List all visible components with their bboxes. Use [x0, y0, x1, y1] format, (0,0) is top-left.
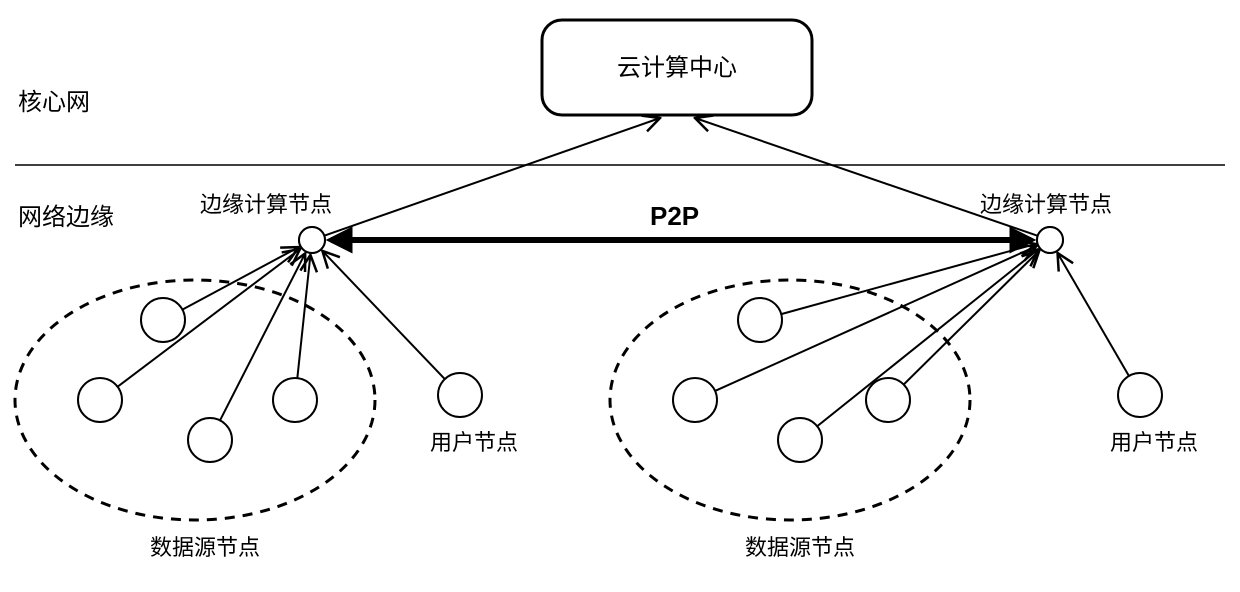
data-source-cluster — [15, 280, 375, 520]
data-source-node — [188, 418, 232, 462]
user-link — [322, 251, 444, 379]
user-node-label: 用户节点 — [430, 430, 518, 455]
network-diagram: 云计算中心核心网网络边缘 边缘计算节点 边缘计算节点 P2P 用户节点数据源节点 用户节点… — [0, 0, 1240, 592]
edge-compute-node-label: 边缘计算节点 — [200, 192, 332, 217]
data-source-cluster-label: 数据源节点 — [745, 535, 855, 560]
user-node-label: 用户节点 — [1110, 430, 1198, 455]
data-source-cluster-label: 数据源节点 — [150, 535, 260, 560]
edge-compute-node-label: 边缘计算节点 — [980, 192, 1112, 217]
data-source-node — [141, 298, 185, 342]
data-source-node — [78, 378, 122, 422]
data-source-cluster — [610, 280, 970, 520]
data-source-node — [778, 418, 822, 462]
data-source-node — [673, 378, 717, 422]
core-network-label: 核心网 — [18, 89, 90, 116]
data-source-link — [817, 249, 1038, 426]
edge-to-cloud-arrow — [695, 118, 1038, 236]
data-source-node — [738, 298, 782, 342]
user-node — [438, 373, 482, 417]
cloud-center-label: 云计算中心 — [617, 55, 737, 82]
data-source-node — [273, 378, 317, 422]
network-edge-label: 网络边缘 — [18, 204, 114, 231]
edge-to-cloud-arrow — [324, 118, 660, 236]
data-source-link — [297, 255, 310, 378]
data-source-node — [866, 378, 910, 422]
data-source-link — [904, 251, 1040, 385]
p2p-label: P2P — [650, 201, 699, 231]
user-link — [1058, 253, 1129, 376]
user-node — [1118, 373, 1162, 417]
